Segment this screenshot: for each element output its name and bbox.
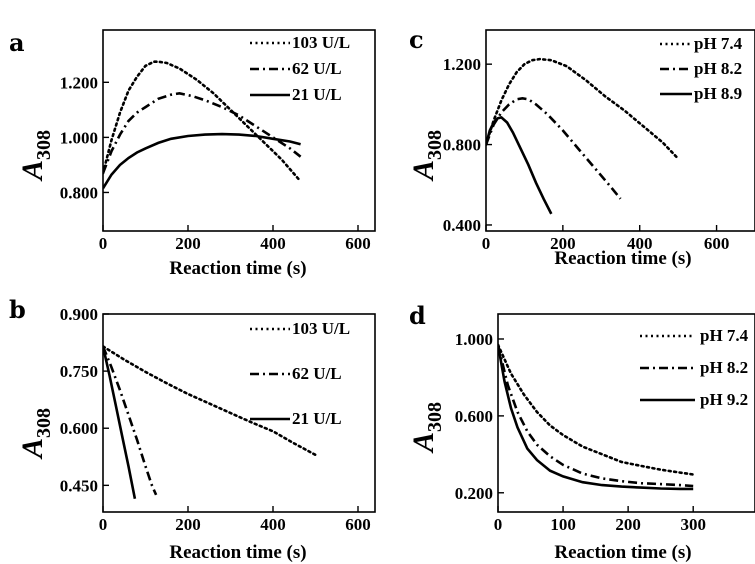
- x-axis-label: Reaction time (s): [169, 542, 306, 563]
- x-tick-label: 0: [482, 234, 491, 253]
- series-line-1: [498, 343, 695, 476]
- y-axis-label: A308: [407, 402, 446, 454]
- y-tick-label: 1.200: [443, 55, 481, 74]
- y-axis-label: A308: [16, 408, 55, 460]
- y-axis-label: A308: [16, 130, 55, 182]
- y-tick-label: 1.200: [60, 73, 98, 92]
- legend-label: 103 U/L: [292, 319, 350, 338]
- legend-label: 21 U/L: [292, 409, 342, 428]
- series-line-2: [498, 344, 694, 488]
- x-tick-label: 600: [345, 234, 371, 253]
- series-line-2: [103, 91, 302, 174]
- x-tick-label: 0: [99, 515, 108, 534]
- x-tick-label: 0: [494, 515, 503, 534]
- series-line-1: [103, 345, 317, 457]
- y-tick-label: 0.200: [455, 484, 493, 503]
- x-tick-label: 600: [345, 515, 371, 534]
- x-axis-label: Reaction time (s): [554, 542, 691, 563]
- legend-label: 62 U/L: [292, 59, 342, 78]
- legend-label: pH 7.4: [694, 34, 743, 53]
- legend-label: 103 U/L: [292, 33, 350, 52]
- x-tick-label: 200: [175, 234, 201, 253]
- series-line-3: [486, 115, 553, 215]
- series-line-2: [486, 96, 622, 200]
- y-tick-label: 0.600: [455, 407, 493, 426]
- x-tick-label: 200: [550, 234, 576, 253]
- y-tick-label: 0.450: [60, 476, 98, 495]
- panel-letter-c: c: [409, 25, 424, 54]
- plot-frame: [102, 313, 376, 513]
- panel-letter-a: a: [9, 28, 25, 57]
- x-tick-label: 400: [260, 234, 286, 253]
- x-tick-label: 400: [260, 515, 286, 534]
- x-axis-label: Reaction time (s): [554, 248, 691, 269]
- panel-d: d 0 100 200 300 0.200 0.600 1.000 Reaction time …: [407, 301, 755, 563]
- x-tick-label: 100: [550, 515, 576, 534]
- y-tick-label: 0.750: [60, 362, 98, 381]
- legend-label: pH 8.9: [694, 84, 742, 103]
- series-line-3: [498, 344, 694, 491]
- legend-label: 62 U/L: [292, 364, 342, 383]
- y-tick-label: 1.000: [60, 128, 98, 147]
- series-line-1: [486, 57, 680, 160]
- panel-letter-d: d: [409, 301, 426, 330]
- legend-label: pH 9.2: [700, 390, 748, 409]
- x-tick-label: 400: [627, 234, 653, 253]
- plot-frame: [102, 29, 376, 232]
- panel-letter-b: b: [9, 295, 26, 324]
- y-tick-label: 0.400: [443, 216, 481, 235]
- x-tick-label: 300: [680, 515, 706, 534]
- series-line-1: [103, 60, 302, 183]
- x-tick-label: 600: [704, 234, 730, 253]
- y-axis-label: A308: [407, 130, 446, 182]
- plot-frame: [485, 29, 755, 232]
- y-tick-label: 0.800: [443, 136, 481, 155]
- plot-frame: [497, 313, 755, 513]
- y-tick-label: 0.900: [60, 305, 98, 324]
- y-tick-label: 0.800: [60, 183, 98, 202]
- panel-b: b 0 200 400 600 0.450 0.600 0.750 0.900 Reaction …: [9, 295, 376, 563]
- series-line-3: [103, 346, 137, 499]
- series-line-2: [103, 345, 158, 496]
- legend-label: 21 U/L: [292, 85, 342, 104]
- x-tick-label: 0: [99, 234, 108, 253]
- y-tick-label: 1.000: [455, 330, 493, 349]
- x-axis-label: Reaction time (s): [169, 258, 306, 279]
- legend-label: pH 8.2: [700, 358, 748, 377]
- x-tick-label: 200: [175, 515, 201, 534]
- legend-label: pH 7.4: [700, 326, 749, 345]
- x-tick-label: 200: [615, 515, 641, 534]
- series-line-3: [103, 132, 301, 189]
- legend-label: pH 8.2: [694, 59, 742, 78]
- panel-a: a 0 200 400 600 0.800 1.000 1.200 Reaction time …: [9, 28, 376, 279]
- y-tick-label: 0.600: [60, 419, 98, 438]
- panel-c: c 0 200 400 600 0.400 0.800 1.200 Reaction time …: [407, 25, 755, 269]
